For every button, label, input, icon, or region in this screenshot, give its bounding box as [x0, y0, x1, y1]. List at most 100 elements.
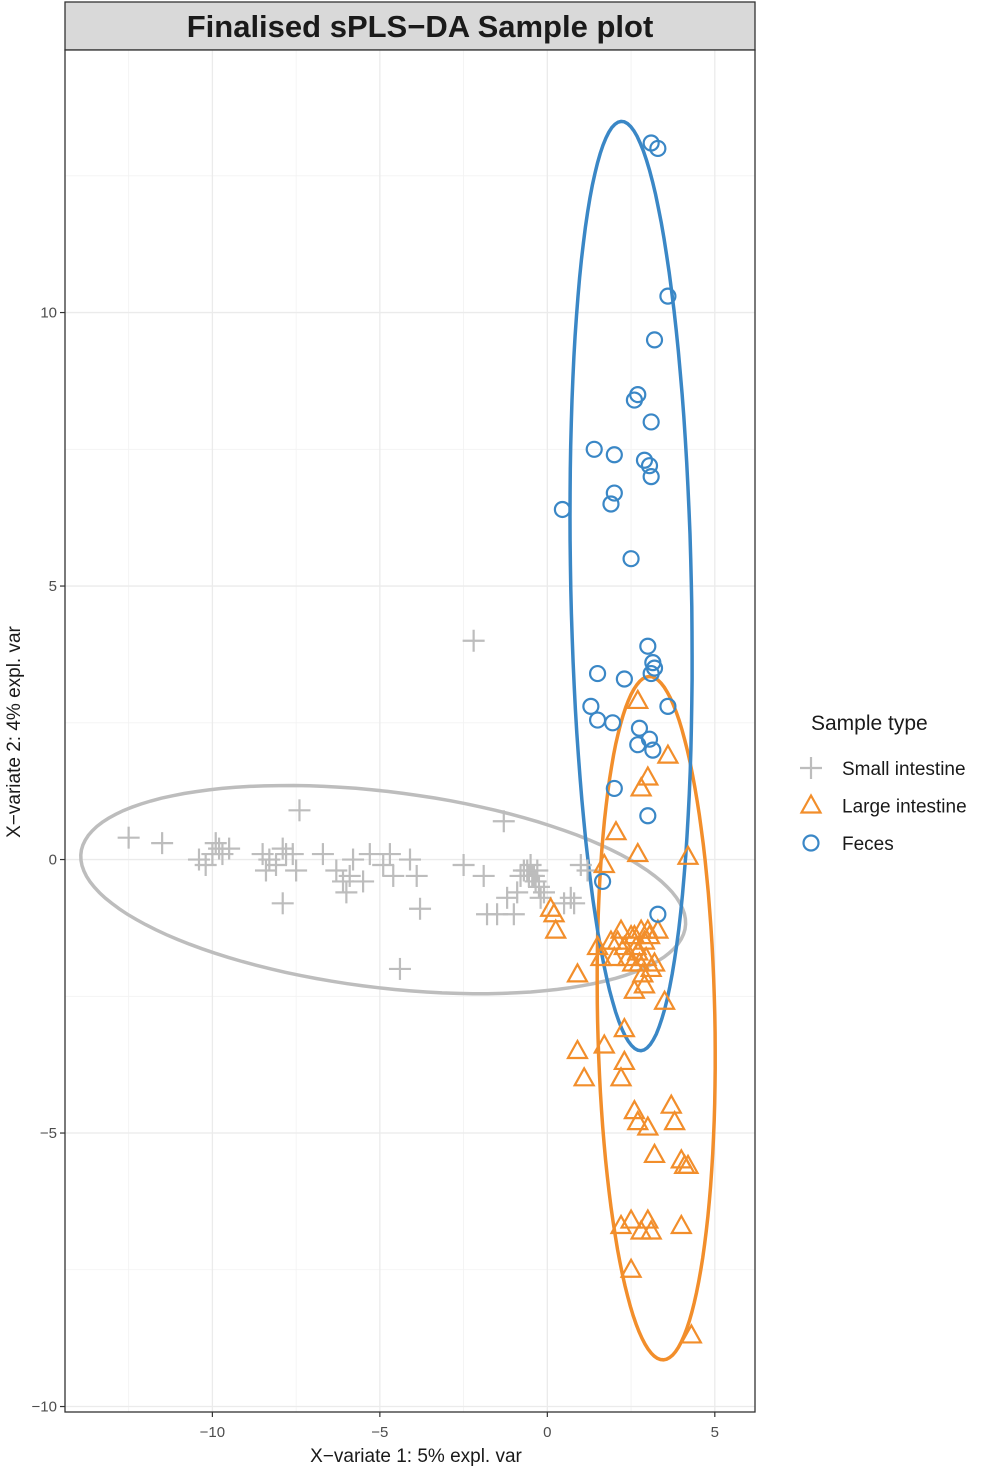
feces-ellipse — [568, 119, 694, 1053]
plot-panel — [65, 50, 755, 1412]
small-intestine-point — [281, 843, 304, 866]
large-intestine-point — [626, 841, 650, 863]
feces-point — [602, 495, 620, 513]
large-intestine-point — [626, 1109, 650, 1131]
large-intestine-point — [636, 765, 660, 786]
small-intestine-ellipse — [79, 783, 688, 996]
large-intestine-point — [643, 951, 666, 972]
large-intestine-legend-label: Large intestine — [842, 797, 967, 818]
large-intestine-point — [653, 989, 676, 1010]
feces-point — [615, 670, 633, 688]
large-intestine-point — [639, 1219, 663, 1240]
large-intestine-point — [646, 918, 670, 939]
large-intestine-point — [609, 1066, 633, 1087]
x-tick-label: 0 — [543, 1424, 551, 1441]
small-intestine-legend-key — [800, 757, 822, 779]
large-intestine-point — [659, 1093, 683, 1114]
large-intestine-point — [636, 1115, 660, 1136]
small-intestine-point — [496, 886, 519, 909]
small-intestine-point — [382, 864, 405, 887]
feces-point — [639, 807, 657, 825]
small-intestine-point — [311, 843, 334, 866]
small-intestine-point — [378, 843, 401, 866]
large-intestine-point — [656, 743, 680, 764]
feces-legend-label: Feces — [842, 834, 894, 855]
large-intestine-point — [669, 1213, 693, 1235]
large-intestine-point — [566, 962, 589, 983]
small-intestine-point — [462, 629, 485, 652]
small-intestine-point — [388, 957, 411, 980]
large-intestine-point — [679, 1323, 703, 1344]
legend: Sample type Small intestine Large intesti… — [799, 712, 967, 855]
feces-point — [593, 872, 612, 891]
large-intestine-point — [663, 1109, 686, 1131]
feces-point — [659, 697, 677, 715]
small-intestine-legend-label: Small intestine — [842, 759, 966, 780]
large-intestine-point — [631, 962, 655, 983]
small-intestine-point — [563, 892, 586, 915]
small-intestine-point — [472, 864, 495, 887]
large-intestine-point — [589, 945, 613, 967]
feces-point — [639, 637, 657, 655]
large-intestine-point — [633, 929, 656, 950]
large-intestine-point — [624, 934, 648, 956]
y-tick-label: 10 — [40, 305, 57, 322]
small-intestine-point — [409, 897, 432, 920]
y-tick-label: −10 — [32, 1399, 57, 1416]
feces-point — [585, 440, 603, 458]
small-intestine-point — [527, 875, 550, 898]
plot-border — [64, 49, 756, 1413]
small-intestine-point — [529, 886, 552, 909]
feces-point — [642, 664, 660, 683]
large-intestine-point — [612, 1016, 636, 1038]
large-intestine-point — [633, 973, 656, 994]
large-intestine-point — [604, 819, 628, 841]
feces-point — [642, 468, 660, 486]
feces-legend-key — [802, 834, 820, 852]
feces-point — [588, 664, 607, 683]
large-intestine-point — [592, 1033, 616, 1054]
small-intestine-point — [254, 859, 277, 882]
large-intestine-point — [612, 1049, 636, 1071]
small-intestine-point — [338, 864, 361, 887]
x-tick-label: 5 — [711, 1424, 719, 1441]
large-intestine-point — [609, 1213, 633, 1235]
small-intestine-point — [492, 810, 515, 833]
small-intestine-point — [288, 799, 311, 822]
feces-point — [644, 741, 662, 759]
feces-point — [640, 457, 659, 475]
large-intestine-point — [623, 978, 646, 999]
y-tick-label: 0 — [49, 852, 57, 869]
small-intestine-point — [271, 837, 294, 860]
feces-point — [582, 697, 600, 715]
large-intestine-point — [616, 945, 640, 967]
large-intestine-point — [566, 1038, 589, 1060]
small-intestine-point — [526, 859, 549, 882]
feces-point — [649, 139, 667, 158]
feces-point — [605, 779, 623, 798]
feces-point — [642, 413, 660, 431]
feces-point — [635, 451, 654, 469]
feces-point — [553, 500, 572, 519]
large-intestine-point — [638, 923, 661, 945]
small-intestine-point — [502, 903, 525, 926]
feces-point — [605, 484, 623, 502]
x-axis: −10 −5 0 5 — [200, 1412, 719, 1441]
small-intestine-point — [265, 854, 288, 877]
small-intestine-point — [399, 848, 421, 871]
feces-point — [625, 391, 644, 409]
small-intestine-point — [506, 881, 529, 904]
x-tick-label: −10 — [200, 1424, 225, 1441]
small-intestine-point — [151, 832, 174, 855]
large-intestine-legend-key — [799, 793, 823, 814]
large-intestine-point — [634, 945, 658, 967]
small-intestine-point — [559, 886, 582, 909]
legend-title: Sample type — [811, 712, 928, 735]
y-tick-label: −5 — [40, 1125, 57, 1142]
large-intestine-point — [592, 852, 616, 874]
feces-point — [622, 550, 640, 568]
large-intestine-ellipse — [595, 674, 717, 1362]
large-intestine-point — [544, 918, 568, 939]
small-intestine-point — [452, 854, 475, 877]
feces-point — [629, 736, 647, 754]
